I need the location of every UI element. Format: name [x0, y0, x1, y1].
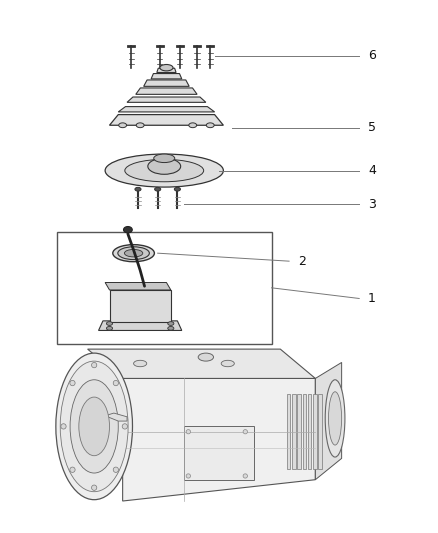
Ellipse shape — [60, 361, 128, 491]
Ellipse shape — [56, 353, 132, 500]
Ellipse shape — [186, 474, 191, 478]
Ellipse shape — [243, 430, 247, 434]
Ellipse shape — [119, 123, 127, 128]
Bar — [297, 394, 301, 469]
Ellipse shape — [174, 187, 180, 191]
Ellipse shape — [79, 397, 110, 456]
Text: 1: 1 — [368, 292, 376, 305]
Text: 4: 4 — [368, 164, 376, 177]
Ellipse shape — [113, 245, 154, 262]
Ellipse shape — [221, 360, 234, 367]
Ellipse shape — [135, 187, 141, 191]
Polygon shape — [315, 362, 342, 480]
Ellipse shape — [186, 430, 191, 434]
Ellipse shape — [206, 123, 214, 128]
Ellipse shape — [134, 360, 147, 367]
Polygon shape — [118, 107, 215, 112]
Bar — [313, 394, 317, 469]
Bar — [287, 394, 290, 469]
Ellipse shape — [198, 353, 213, 361]
Polygon shape — [105, 413, 127, 421]
Bar — [292, 394, 296, 469]
Polygon shape — [136, 88, 197, 94]
Ellipse shape — [328, 392, 342, 445]
Text: 2: 2 — [298, 255, 306, 268]
Bar — [308, 394, 311, 469]
Bar — [318, 394, 322, 469]
Text: 5: 5 — [368, 122, 376, 134]
Ellipse shape — [113, 467, 118, 472]
Polygon shape — [127, 97, 206, 102]
Polygon shape — [88, 349, 315, 378]
Polygon shape — [105, 282, 171, 290]
Bar — [303, 394, 306, 469]
Ellipse shape — [106, 326, 113, 330]
Polygon shape — [157, 68, 176, 72]
Ellipse shape — [325, 379, 345, 457]
Ellipse shape — [113, 381, 118, 386]
Ellipse shape — [160, 64, 173, 71]
Polygon shape — [151, 74, 182, 79]
Ellipse shape — [92, 362, 97, 368]
Ellipse shape — [243, 474, 247, 478]
Ellipse shape — [125, 159, 204, 182]
Ellipse shape — [92, 485, 97, 490]
Ellipse shape — [122, 424, 127, 429]
Text: 3: 3 — [368, 198, 376, 211]
Ellipse shape — [70, 381, 75, 386]
Ellipse shape — [124, 249, 143, 257]
Ellipse shape — [70, 379, 118, 473]
Ellipse shape — [124, 227, 132, 233]
Ellipse shape — [168, 321, 174, 325]
Polygon shape — [123, 378, 315, 501]
Ellipse shape — [168, 326, 174, 330]
Ellipse shape — [189, 123, 197, 128]
Bar — [184, 426, 254, 480]
Polygon shape — [110, 115, 223, 125]
Polygon shape — [144, 80, 189, 86]
Text: 6: 6 — [368, 50, 376, 62]
Ellipse shape — [61, 424, 66, 429]
Polygon shape — [99, 321, 182, 330]
Bar — [110, 290, 171, 322]
Ellipse shape — [70, 467, 75, 472]
Ellipse shape — [155, 187, 161, 191]
Bar — [57, 232, 272, 344]
Ellipse shape — [118, 247, 149, 260]
Ellipse shape — [154, 154, 175, 163]
Ellipse shape — [136, 123, 144, 128]
Ellipse shape — [105, 154, 223, 187]
Ellipse shape — [106, 321, 113, 325]
Ellipse shape — [148, 158, 180, 174]
